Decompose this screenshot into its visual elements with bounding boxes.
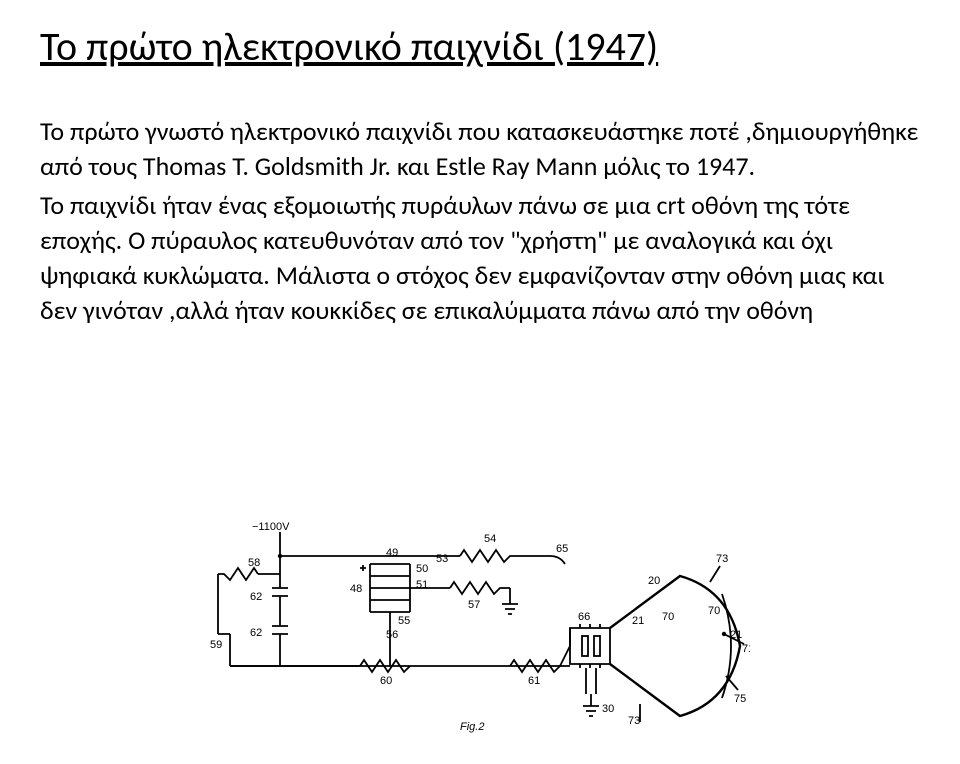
label-73: 73 (716, 553, 728, 565)
paragraph-2: Το παιχνίδι ήταν ένας εξομοιωτής πυράυλω… (40, 188, 920, 328)
schematic-svg: −1100V 54 58 62 59 62 (210, 516, 750, 736)
slide-root: Το πρώτο ηλεκτρονικό παιχνίδι (1947) Το … (0, 0, 960, 764)
figure-caption: Fig.2 (460, 721, 484, 733)
label-60: 60 (380, 675, 392, 687)
label-61: 61 (528, 675, 540, 687)
label-65: 65 (556, 543, 568, 555)
slide-body: Το πρώτο γνωστό ηλεκτρονικό παιχνίδι που… (40, 114, 920, 329)
label-66: 66 (578, 611, 590, 623)
label-56: 56 (386, 629, 398, 641)
label-70r: 70 (708, 605, 720, 617)
label-59: 59 (210, 639, 222, 651)
label-20: 20 (648, 575, 660, 587)
circuit-diagram: −1100V 54 58 62 59 62 (210, 516, 750, 736)
voltage-label: −1100V (252, 521, 290, 533)
label-58: 58 (248, 557, 260, 569)
label-53: 53 (436, 553, 448, 565)
label-54: 54 (484, 533, 496, 545)
label-70l: 70 (662, 611, 674, 623)
label-75: 75 (734, 693, 746, 705)
label-57: 57 (468, 599, 480, 611)
label-62l: 62 (250, 591, 262, 603)
label-49: 49 (386, 547, 398, 559)
label-51: 51 (416, 579, 428, 591)
label-55: 55 (398, 615, 410, 627)
label-73b: 73 (628, 715, 640, 727)
label-30: 30 (602, 703, 614, 715)
slide-title: Το πρώτο ηλεκτρονικό παιχνίδι (1947) (40, 24, 920, 70)
label-50: 50 (416, 563, 428, 575)
paragraph-1: Το πρώτο γνωστό ηλεκτρονικό παιχνίδι που… (40, 114, 920, 184)
label-48: 48 (350, 583, 362, 595)
label-62b: 62 (250, 627, 262, 639)
label-71: 71 (742, 643, 750, 655)
label-21: 21 (632, 615, 644, 627)
